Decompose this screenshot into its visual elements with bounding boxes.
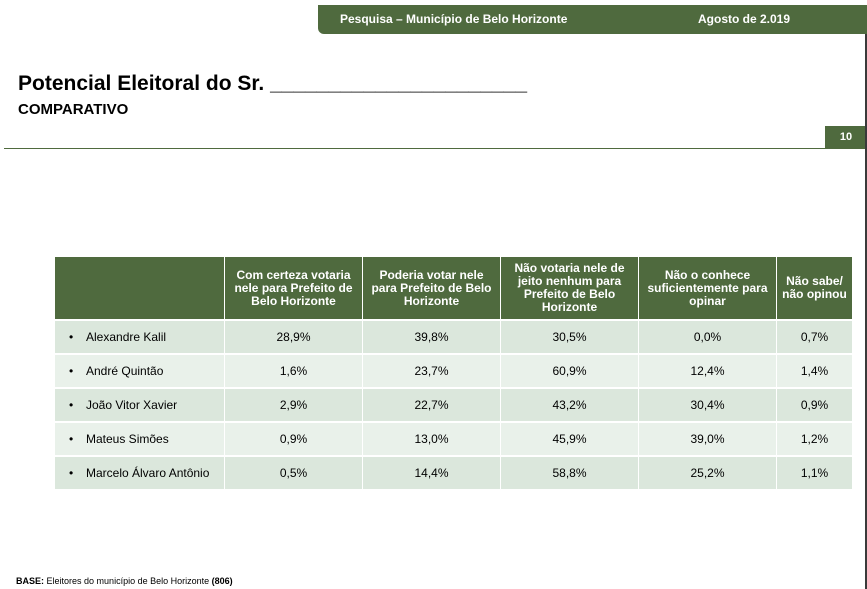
- candidate-cell: • Marcelo Álvaro Antônio: [54, 455, 225, 489]
- candidate-cell: • André Quintão: [54, 353, 225, 388]
- value-cell: 25,2%: [638, 455, 777, 489]
- value-cell: 23,7%: [362, 353, 501, 388]
- slide-edge: [865, 34, 867, 589]
- table-row: • André Quintão 1,6% 23,7% 60,9% 12,4% 1,4%: [54, 353, 853, 388]
- candidate-name: João Vitor Xavier: [86, 398, 178, 412]
- value-cell: 1,1%: [776, 455, 853, 489]
- page-title: Potencial Eleitoral do Sr. _____________…: [18, 72, 528, 95]
- base-note: BASE: Eleitores do município de Belo Hor…: [16, 576, 233, 586]
- survey-date: Agosto de 2.019: [698, 12, 791, 26]
- value-cell: 39,8%: [362, 319, 501, 354]
- page-subtitle: COMPARATIVO: [18, 101, 129, 118]
- comparison-table: Com certeza votaria nele para Prefeito d…: [54, 256, 853, 489]
- table-header-row: Com certeza votaria nele para Prefeito d…: [54, 256, 853, 321]
- value-cell: 0,7%: [776, 319, 853, 354]
- header-bar: Pesquisa – Município de Belo Horizonte A…: [318, 5, 867, 34]
- survey-title: Pesquisa – Município de Belo Horizonte: [340, 12, 568, 26]
- candidate-name: Mateus Simões: [86, 432, 169, 446]
- table-row: • João Vitor Xavier 2,9% 22,7% 43,2% 30,4% 0,9…: [54, 387, 853, 422]
- column-header: Com certeza votaria nele para Prefeito d…: [224, 256, 363, 321]
- value-cell: 12,4%: [638, 353, 777, 388]
- value-cell: 28,9%: [224, 319, 363, 354]
- bullet-icon: •: [69, 364, 74, 378]
- base-text: Eleitores do município de Belo Horizonte: [46, 576, 210, 586]
- value-cell: 22,7%: [362, 387, 501, 422]
- candidate-name: André Quintão: [86, 364, 164, 378]
- value-cell: 30,5%: [500, 319, 639, 354]
- value-cell: 1,6%: [224, 353, 363, 388]
- table-row: • Alexandre Kalil 28,9% 39,8% 30,5% 0,0% 0,7%: [54, 319, 853, 354]
- value-cell: 14,4%: [362, 455, 501, 489]
- column-header: Não votaria nele de jeito nenhum para Pr…: [500, 256, 639, 321]
- table-corner-cell: [54, 256, 225, 321]
- value-cell: 1,2%: [776, 421, 853, 456]
- base-count: (806): [211, 576, 233, 586]
- value-cell: 1,4%: [776, 353, 853, 388]
- candidate-cell: • Mateus Simões: [54, 421, 225, 456]
- bullet-icon: •: [69, 330, 74, 344]
- value-cell: 2,9%: [224, 387, 363, 422]
- candidate-cell: • João Vitor Xavier: [54, 387, 225, 422]
- bullet-icon: •: [69, 466, 74, 480]
- value-cell: 39,0%: [638, 421, 777, 456]
- value-cell: 60,9%: [500, 353, 639, 388]
- candidate-name: Alexandre Kalil: [86, 330, 167, 344]
- header-divider: [4, 148, 867, 149]
- bullet-icon: •: [69, 432, 74, 446]
- value-cell: 13,0%: [362, 421, 501, 456]
- column-header: Não o conhece suficientemente para opina…: [638, 256, 777, 321]
- column-header: Poderia votar nele para Prefeito de Belo…: [362, 256, 501, 321]
- page-number: 10: [825, 126, 867, 148]
- value-cell: 0,9%: [776, 387, 853, 422]
- bullet-icon: •: [69, 398, 74, 412]
- value-cell: 30,4%: [638, 387, 777, 422]
- value-cell: 0,0%: [638, 319, 777, 354]
- value-cell: 45,9%: [500, 421, 639, 456]
- value-cell: 43,2%: [500, 387, 639, 422]
- value-cell: 0,5%: [224, 455, 363, 489]
- candidate-name: Marcelo Álvaro Antônio: [86, 466, 210, 480]
- base-label: BASE:: [16, 576, 45, 586]
- column-header: Não sabe/ não opinou: [776, 256, 853, 321]
- value-cell: 0,9%: [224, 421, 363, 456]
- value-cell: 58,8%: [500, 455, 639, 489]
- table-row: • Mateus Simões 0,9% 13,0% 45,9% 39,0% 1,2%: [54, 421, 853, 456]
- candidate-cell: • Alexandre Kalil: [54, 319, 225, 354]
- table-row: • Marcelo Álvaro Antônio 0,5% 14,4% 58,8% 25,…: [54, 455, 853, 489]
- table-body: • Alexandre Kalil 28,9% 39,8% 30,5% 0,0% 0,7% •…: [54, 319, 853, 489]
